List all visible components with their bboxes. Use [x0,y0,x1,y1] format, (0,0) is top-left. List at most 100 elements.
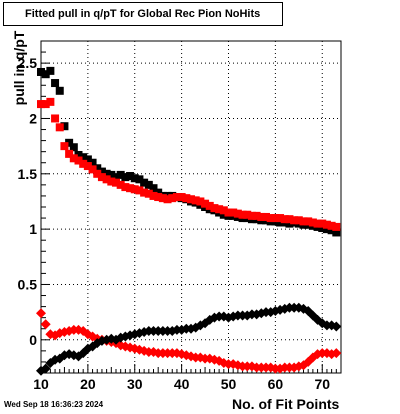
data-point [271,214,280,223]
data-point [135,186,144,195]
plot-frame [40,40,342,374]
y-tick-label: 2 [29,110,37,126]
data-point [294,216,303,225]
data-marks [36,66,342,376]
data-point [46,66,55,75]
chart-title: Fitted pull in q/pT for Global Rec Pion … [3,2,283,26]
data-point [276,214,285,223]
data-point [318,224,327,233]
data-point [126,184,135,193]
data-point [116,180,125,189]
data-point [201,199,210,208]
data-point [304,217,313,226]
data-point [215,205,224,214]
data-point [74,150,83,159]
data-point [97,173,106,182]
data-point [126,172,135,181]
data-point [219,206,228,215]
data-point [149,184,158,193]
data-point [149,191,158,200]
data-point [154,193,163,202]
data-point [107,177,116,186]
data-point [285,215,294,224]
data-point [191,196,200,205]
y-tick-label: 2.5 [18,55,38,71]
data-point [121,173,130,182]
y-tick-label: 1 [29,221,37,237]
data-point [158,194,167,203]
data-point [308,218,317,227]
data-point [40,319,51,330]
data-point [172,193,181,202]
x-axis-label: No. of Fit Points [232,396,340,412]
x-tick-label: 40 [174,376,190,392]
data-point [51,79,60,88]
data-point [60,122,69,131]
data-point [112,178,120,187]
data-point [65,149,74,158]
data-point [327,226,336,235]
data-point [83,162,92,171]
data-point [130,185,139,194]
data-point [313,219,322,228]
x-tick-label: 30 [127,376,143,392]
data-point [262,212,270,221]
data-point [140,188,149,197]
data-point [238,210,247,219]
data-point [243,210,252,219]
data-point [69,154,78,163]
data-point [88,158,97,167]
data-point [299,217,308,226]
data-point [331,348,342,359]
x-tick-label: 10 [33,376,49,392]
data-point [290,216,299,225]
data-point [187,195,195,204]
data-point [163,195,172,204]
data-point [51,114,60,123]
series-2 [36,308,342,374]
data-point [37,67,45,76]
data-point [205,201,214,210]
data-point [280,215,289,224]
x-tick-label: 50 [221,376,237,392]
data-point [144,180,153,189]
series-3 [36,302,342,376]
data-point [140,178,149,187]
data-point [74,156,83,165]
data-point [247,211,256,220]
data-point [130,174,139,183]
x-tick-label: 60 [268,376,284,392]
data-point [121,183,130,192]
data-point [41,70,50,79]
data-point [41,100,50,109]
data-point [331,321,342,332]
data-point [210,204,219,213]
data-point [257,212,266,221]
x-tick-label: 20 [80,376,96,392]
data-point [93,164,102,173]
y-tick-label: 1.5 [18,166,38,182]
data-point [107,170,116,179]
data-point [177,193,186,202]
data-point [168,194,177,203]
y-tick-label: 0 [29,332,37,348]
data-point [36,308,46,319]
data-point [69,143,78,152]
data-point [233,209,242,218]
data-point [79,159,88,168]
data-point [40,363,51,374]
data-point [224,208,233,217]
data-point [322,220,331,229]
data-point [182,194,191,203]
data-point [79,153,88,162]
data-point [102,175,111,184]
data-point [144,189,153,198]
x-tick-label: 70 [314,376,330,392]
data-point [327,221,336,230]
data-point [266,214,275,223]
data-point [55,123,64,132]
data-point [93,169,102,178]
data-point [97,167,106,176]
data-point [88,165,97,174]
